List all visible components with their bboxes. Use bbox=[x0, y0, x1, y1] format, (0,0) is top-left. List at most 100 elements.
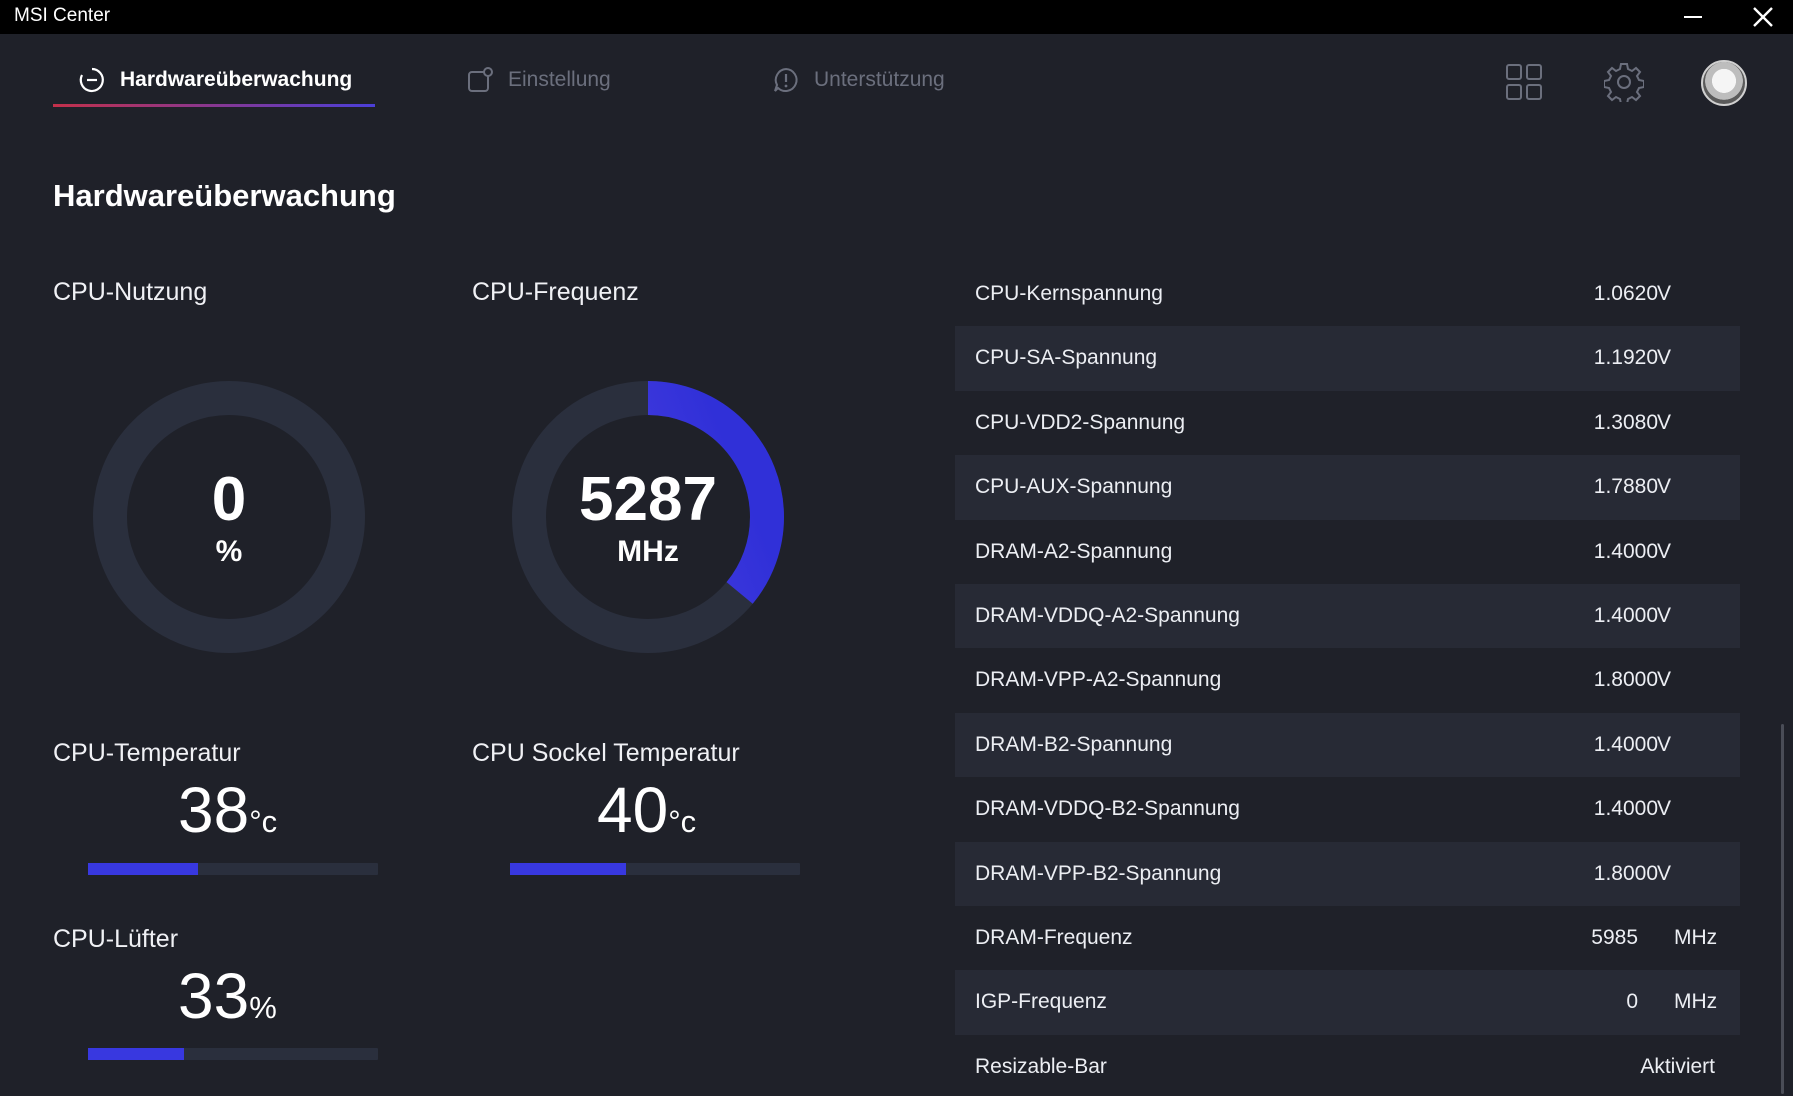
cpu-usage-ring bbox=[93, 381, 365, 653]
scrollbar[interactable] bbox=[1781, 724, 1784, 1094]
stat-unit: V bbox=[1657, 410, 1672, 434]
stat-row: CPU-VDD2-Spannung 1.3080 V bbox=[955, 391, 1740, 455]
stat-value: 5985 bbox=[1591, 925, 1638, 949]
cpu-fan-unit: % bbox=[249, 990, 277, 1025]
stat-value: 1.4000 bbox=[1593, 539, 1658, 563]
page-title: Hardwareüberwachung bbox=[53, 178, 396, 213]
stat-row: CPU-AUX-Spannung 1.7880 V bbox=[955, 455, 1740, 520]
cpu-temperature-value: 38 bbox=[178, 774, 250, 846]
stat-name: DRAM-VDDQ-A2-Spannung bbox=[975, 603, 1240, 627]
app-title: MSI Center bbox=[14, 5, 111, 26]
stat-name: DRAM-VDDQ-B2-Spannung bbox=[975, 797, 1240, 821]
stat-value: 1.4000 bbox=[1593, 603, 1658, 627]
alert-circle-icon bbox=[774, 68, 798, 92]
stat-name: CPU-Kernspannung bbox=[975, 282, 1163, 305]
stat-unit: MHz bbox=[1674, 990, 1718, 1014]
stat-name: DRAM-VPP-A2-Spannung bbox=[975, 668, 1222, 692]
stat-unit: V bbox=[1657, 346, 1672, 370]
gear-icon bbox=[1604, 63, 1644, 102]
settings-square-icon bbox=[468, 67, 493, 92]
tab-support[interactable]: Unterstützung bbox=[772, 60, 945, 100]
cpu-fan-bar bbox=[88, 1048, 378, 1060]
stat-value: 1.4000 bbox=[1593, 797, 1658, 821]
stat-value: 1.0620 bbox=[1593, 282, 1658, 305]
stat-row: DRAM-VPP-B2-Spannung 1.8000 V bbox=[955, 841, 1740, 906]
stat-unit: V bbox=[1657, 539, 1672, 563]
cpu-frequency-ring bbox=[512, 381, 784, 653]
stat-name: IGP-Frequenz bbox=[975, 990, 1107, 1014]
avatar[interactable] bbox=[1701, 60, 1747, 106]
stat-value: Aktiviert bbox=[1640, 1054, 1715, 1078]
cpu-temperature-unit: °c bbox=[249, 804, 278, 839]
stat-name: CPU-AUX-Spannung bbox=[975, 475, 1173, 499]
stat-row: Resizable-Bar Aktiviert bbox=[955, 1035, 1740, 1096]
stat-name: DRAM-A2-Spannung bbox=[975, 539, 1173, 563]
stat-name: CPU-VDD2-Spannung bbox=[975, 410, 1186, 434]
tab-settings[interactable]: Einstellung bbox=[466, 60, 611, 100]
stat-unit: V bbox=[1657, 603, 1672, 627]
cpu-usage-unit: % bbox=[215, 535, 243, 568]
grid-icon bbox=[1506, 64, 1542, 100]
cpu-fan-label: CPU-Lüfter bbox=[53, 925, 179, 953]
stat-row: CPU-SA-Spannung 1.1920 V bbox=[955, 326, 1740, 391]
socket-temperature-bar bbox=[510, 863, 800, 875]
stat-value: 1.8000 bbox=[1593, 861, 1658, 885]
stat-name: Resizable-Bar bbox=[975, 1054, 1107, 1078]
active-tab-indicator bbox=[53, 104, 375, 107]
socket-temperature-unit: °c bbox=[668, 804, 697, 839]
cpu-usage-value: 0 bbox=[211, 465, 247, 534]
stat-unit: V bbox=[1657, 732, 1672, 756]
stat-name: DRAM-Frequenz bbox=[975, 925, 1133, 949]
cpu-fan-bar-fill bbox=[88, 1048, 184, 1060]
cpu-usage-label: CPU-Nutzung bbox=[53, 278, 208, 306]
stat-row: DRAM-B2-Spannung 1.4000 V bbox=[955, 712, 1740, 778]
socket-temperature-value: 40 bbox=[597, 774, 669, 846]
cpu-frequency-label: CPU-Frequenz bbox=[472, 278, 639, 306]
cpu-temperature-bar bbox=[88, 863, 378, 875]
minimize-button[interactable] bbox=[1663, 0, 1723, 34]
socket-temperature-bar-fill bbox=[510, 863, 626, 875]
tab-label: Einstellung bbox=[508, 68, 611, 91]
stat-value: 0 bbox=[1626, 990, 1638, 1014]
stat-row: DRAM-A2-Spannung 1.4000 V bbox=[955, 520, 1740, 584]
title-bar: MSI Center bbox=[0, 0, 1793, 34]
stat-value: 1.3080 bbox=[1593, 410, 1658, 434]
cpu-frequency-value: 5287 bbox=[579, 465, 717, 534]
stat-row: DRAM-VDDQ-A2-Spannung 1.4000 V bbox=[955, 583, 1740, 649]
grid-view-button[interactable] bbox=[1502, 60, 1546, 104]
cpu-temperature-label: CPU-Temperatur bbox=[53, 739, 241, 767]
stat-value: 1.1920 bbox=[1593, 346, 1658, 370]
cpu-fan-value: 33 bbox=[178, 960, 250, 1032]
cpu-frequency-unit: MHz bbox=[617, 535, 679, 568]
stat-row: DRAM-Frequenz 5985 MHz bbox=[955, 906, 1740, 970]
socket-temperature-readout: 40°c bbox=[597, 778, 696, 842]
socket-temperature-label: CPU Sockel Temperatur bbox=[472, 739, 740, 767]
stat-name: DRAM-B2-Spannung bbox=[975, 732, 1173, 756]
stat-name: CPU-SA-Spannung bbox=[975, 346, 1158, 370]
top-nav: Hardwareüberwachung Einstellung Unterstü… bbox=[0, 34, 1793, 114]
stat-unit: V bbox=[1657, 668, 1672, 692]
stat-row: DRAM-VPP-A2-Spannung 1.8000 V bbox=[955, 648, 1740, 712]
stat-row: IGP-Frequenz 0 MHz bbox=[955, 970, 1740, 1035]
minimize-icon bbox=[1684, 16, 1702, 18]
tab-label: Unterstützung bbox=[814, 68, 945, 91]
monitor-clock-icon bbox=[79, 67, 104, 93]
settings-button[interactable] bbox=[1602, 60, 1646, 104]
tab-hardware-monitoring[interactable]: Hardwareüberwachung bbox=[78, 60, 352, 100]
voltage-stats-list: CPU-Kernspannung 1.0620 V CPU-SA-Spannung 1… bbox=[955, 262, 1740, 1096]
cpu-frequency-gauge: 5287 MHz bbox=[512, 381, 784, 653]
stat-unit: V bbox=[1657, 475, 1672, 499]
cpu-fan-readout: 33% bbox=[178, 964, 277, 1028]
stat-unit: V bbox=[1657, 797, 1672, 821]
close-icon bbox=[1753, 7, 1773, 27]
stat-value: 1.4000 bbox=[1593, 732, 1658, 756]
stat-row: CPU-Kernspannung 1.0620 V bbox=[955, 262, 1740, 326]
stat-value: 1.7880 bbox=[1593, 475, 1658, 499]
stat-name: DRAM-VPP-B2-Spannung bbox=[975, 861, 1222, 885]
tab-label: Hardwareüberwachung bbox=[120, 68, 353, 91]
stat-value: 1.8000 bbox=[1593, 668, 1658, 692]
stat-unit: MHz bbox=[1674, 925, 1718, 949]
stat-row: DRAM-VDDQ-B2-Spannung 1.4000 V bbox=[955, 777, 1740, 841]
cpu-usage-gauge: 0 % bbox=[93, 381, 365, 653]
close-button[interactable] bbox=[1733, 0, 1793, 34]
